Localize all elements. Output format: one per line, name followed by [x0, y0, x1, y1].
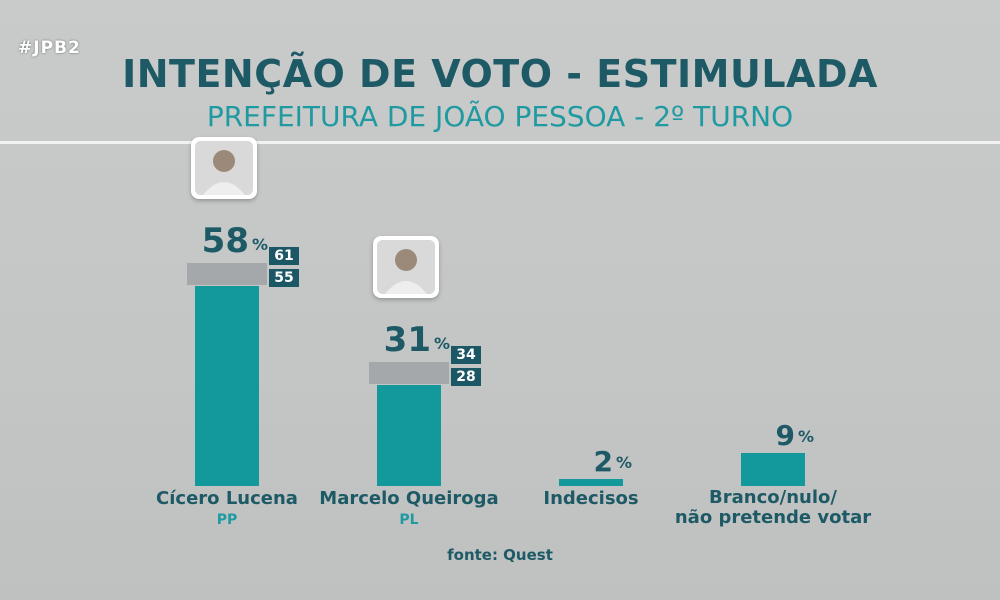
interval-low-badge: 28 [451, 367, 481, 386]
value-label: 9 [775, 419, 795, 453]
interval-band [187, 263, 267, 286]
candidate-photo-image [377, 239, 435, 294]
bar [377, 384, 441, 486]
bar [741, 453, 805, 486]
value-label: 58 [201, 221, 249, 262]
percent-sign: % [616, 452, 633, 472]
percent-sign: % [252, 235, 269, 255]
candidate-photo [191, 137, 257, 200]
bar [195, 286, 259, 486]
candidate-photo [373, 235, 439, 298]
percent-sign: % [798, 427, 815, 447]
divider [0, 141, 1000, 144]
category-label: Cícero Lucena [156, 488, 298, 509]
chart-title: INTENÇÃO DE VOTO - ESTIMULADA [122, 52, 878, 96]
bar [559, 478, 623, 486]
party-label: PL [399, 512, 419, 528]
interval-band [369, 361, 449, 384]
percent-sign: % [434, 333, 451, 353]
category-label: Branco/nulo/não pretende votar [674, 487, 872, 528]
category-label: Marcelo Queiroga [319, 488, 499, 509]
value-label: 2 [593, 444, 613, 478]
interval-low-badge: 55 [269, 269, 299, 288]
channel-tag: #JPB2 [18, 38, 81, 58]
interval-high-badge: 61 [269, 247, 299, 266]
interval-high-badge: 34 [451, 345, 481, 364]
source-label: fonte: Quest [447, 546, 553, 564]
party-label: PP [216, 512, 238, 528]
category-label: Indecisos [543, 488, 639, 509]
candidate-photo-image [195, 141, 253, 196]
chart-subtitle: PREFEITURA DE JOÃO PESSOA - 2º TURNO [206, 100, 794, 133]
value-label: 31 [383, 319, 431, 360]
